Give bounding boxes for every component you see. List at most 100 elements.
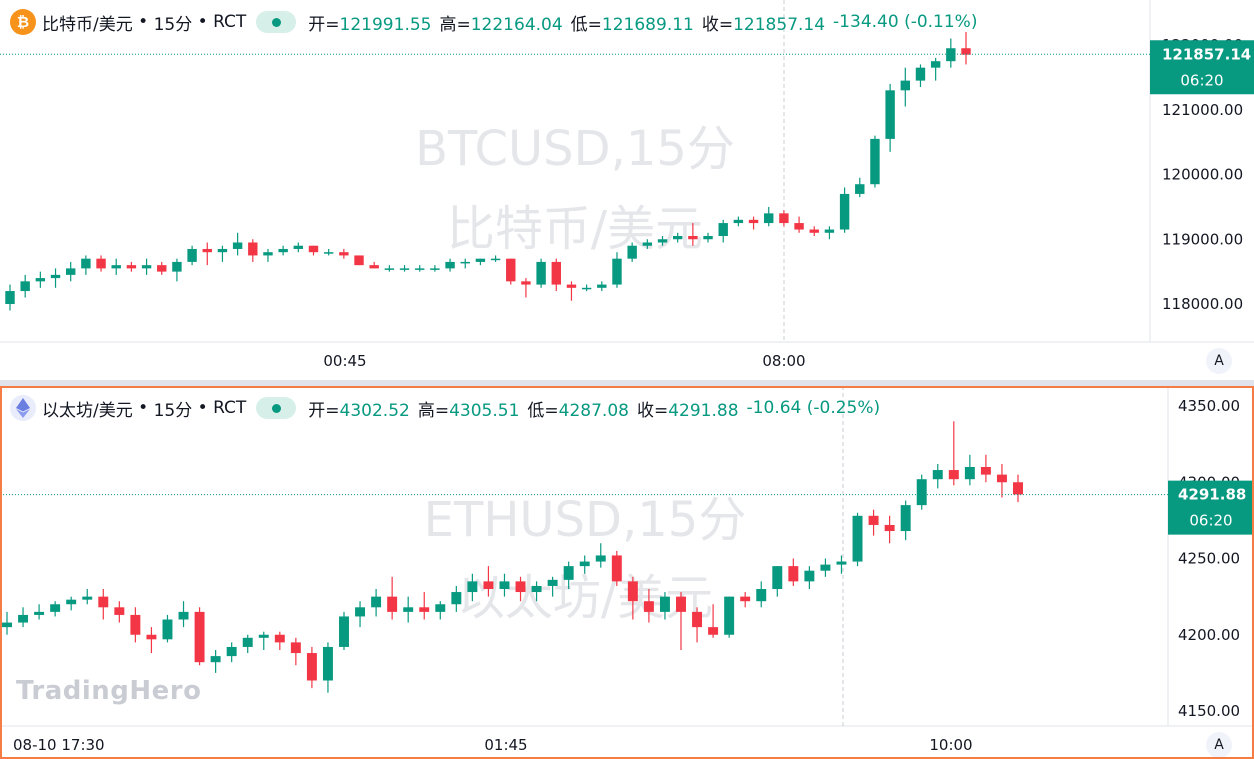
candle-body[interactable] [772,566,783,589]
candle-body[interactable] [248,242,258,256]
candle-body[interactable] [932,470,943,480]
candle-body[interactable] [676,596,686,612]
candle-body[interactable] [581,287,592,290]
candle-body[interactable] [499,581,510,589]
candle[interactable] [809,226,819,237]
candle-body[interactable] [157,265,167,272]
candle[interactable] [900,500,911,541]
candle[interactable] [81,255,91,275]
candle-body[interactable] [779,213,789,224]
candle-body[interactable] [824,229,835,233]
candle[interactable] [718,219,728,243]
candle-body[interactable] [788,566,799,582]
candle-body[interactable] [531,585,542,593]
candle-body[interactable] [130,614,141,635]
candle[interactable] [531,581,542,602]
candle[interactable] [399,265,410,272]
candle[interactable] [536,258,546,288]
candle[interactable] [415,265,425,272]
candle-body[interactable] [126,265,137,269]
candle-body[interactable] [306,653,317,681]
candle[interactable] [339,611,349,650]
candle[interactable] [435,601,446,620]
candle[interactable] [764,206,774,227]
market-status-badge[interactable] [256,397,297,419]
candle-body[interactable] [946,48,956,62]
candle[interactable] [210,650,221,673]
candle[interactable] [308,245,319,256]
candle-body[interactable] [475,258,486,262]
btc-chart[interactable]: BTCUSD,15分比特币/美元122000.00121000.00120000… [0,0,1254,380]
candle[interactable] [445,258,455,272]
candle-body[interactable] [885,90,895,139]
candle-body[interactable] [435,604,446,612]
candle[interactable] [263,248,273,262]
candle[interactable] [515,576,526,602]
candle-body[interactable] [563,566,574,580]
candle[interactable] [692,607,703,643]
candle[interactable] [836,555,847,574]
btc-interval[interactable]: 15分 [153,14,193,35]
candle[interactable] [932,463,943,489]
candle[interactable] [96,255,106,272]
candle-body[interactable] [467,581,478,593]
candle[interactable] [274,631,285,650]
candle[interactable] [194,607,205,666]
candle-body[interactable] [804,570,815,582]
candle-body[interactable] [521,281,531,285]
candle-body[interactable] [278,248,288,253]
candle[interactable] [779,210,789,227]
candle[interactable] [258,631,269,650]
pane-separator[interactable] [0,380,1254,386]
candle-body[interactable] [748,219,759,224]
candle[interactable] [597,281,607,292]
candle-body[interactable] [672,236,683,240]
candle[interactable] [996,463,1007,498]
candle-body[interactable] [187,248,197,262]
candle[interactable] [157,261,167,275]
candle-body[interactable] [66,599,77,605]
candle-body[interactable] [194,611,205,663]
candle-body[interactable] [172,261,182,272]
candle-body[interactable] [915,67,926,81]
candle-body[interactable] [232,242,243,249]
candle[interactable] [916,474,927,510]
candle[interactable] [187,245,197,266]
candle[interactable] [293,242,304,253]
candle-body[interactable] [794,223,804,230]
auto-scale-button[interactable]: A [1206,348,1232,374]
market-status-badge[interactable] [256,11,297,33]
candle-body[interactable] [293,245,304,249]
candle-body[interactable] [961,48,971,55]
candle[interactable] [226,642,237,663]
candle-body[interactable] [141,265,152,269]
candle[interactable] [581,284,592,292]
candle[interactable] [430,265,440,272]
candle[interactable] [672,232,683,243]
candle-body[interactable] [20,281,30,292]
candle-body[interactable] [740,596,751,602]
candle[interactable] [162,614,173,643]
candle[interactable] [657,236,668,246]
candle[interactable] [18,607,29,628]
candle-body[interactable] [643,601,654,612]
candle[interactable] [50,601,61,617]
candle-body[interactable] [308,245,319,253]
candle[interactable] [946,38,956,68]
candle[interactable] [178,601,189,628]
candle[interactable] [839,187,850,233]
candle-body[interactable] [355,607,366,617]
candle-body[interactable] [242,637,253,647]
candle-body[interactable] [483,581,494,589]
candle[interactable] [948,421,959,486]
candle[interactable] [748,216,759,230]
candle[interactable] [490,255,501,262]
candle[interactable] [703,232,713,243]
candle[interactable] [551,258,561,292]
candle-body[interactable] [515,581,526,593]
candle[interactable] [676,592,686,650]
btc-symbol-name[interactable]: 比特币/美元 [42,14,133,35]
candle[interactable] [387,576,398,620]
candle[interactable] [65,261,76,282]
eth-symbol-name[interactable]: 以太坊/美元 [42,400,133,421]
